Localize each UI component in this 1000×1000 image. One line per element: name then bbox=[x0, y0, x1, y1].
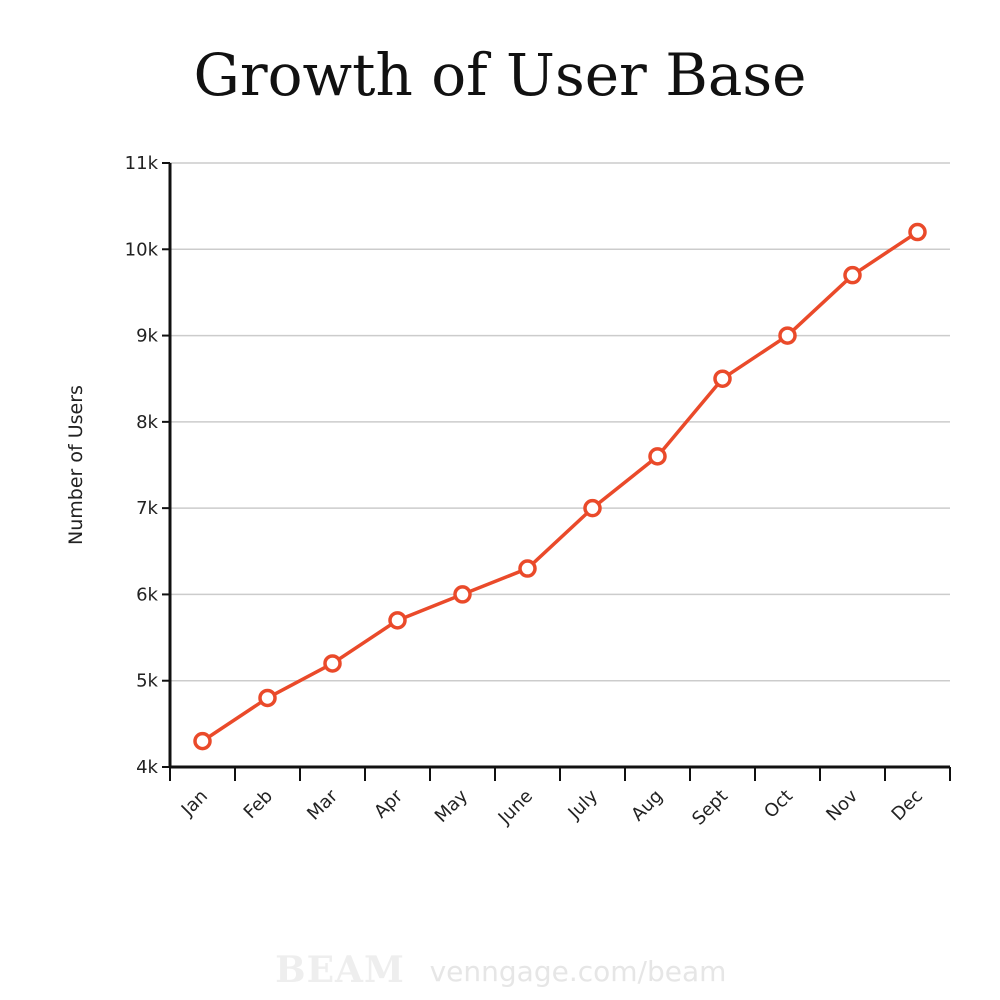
watermark-url: venngage.com/beam bbox=[430, 955, 727, 988]
watermark-logo: BEAM bbox=[275, 949, 405, 991]
data-point-aug bbox=[648, 447, 667, 466]
x-tick-label: June bbox=[494, 786, 537, 829]
y-axis-label: Number of Users bbox=[65, 385, 87, 545]
y-tick-label: 11k bbox=[125, 153, 159, 174]
y-tick-label: 10k bbox=[125, 239, 159, 260]
series-line bbox=[201, 230, 919, 743]
x-tick-label: Mar bbox=[303, 785, 342, 824]
data-point-dec bbox=[908, 222, 927, 242]
data-point-oct bbox=[778, 326, 797, 345]
data-point-june bbox=[518, 559, 537, 578]
data-point-may bbox=[453, 585, 472, 604]
y-tick-label: 7k bbox=[136, 498, 158, 519]
chart-title: Growth of User Base bbox=[194, 41, 807, 109]
series-users bbox=[193, 222, 927, 751]
x-tick-label: July bbox=[564, 785, 603, 824]
y-tick-label: 6k bbox=[136, 584, 158, 605]
y-tick-label: 4k bbox=[136, 757, 158, 778]
x-tick-label: Sept bbox=[688, 786, 732, 830]
data-point-nov bbox=[843, 265, 862, 285]
data-point-july bbox=[583, 498, 602, 518]
x-tick-label: Feb bbox=[240, 786, 277, 823]
x-tick-label: Jan bbox=[177, 786, 212, 821]
x-tick-label: May bbox=[431, 785, 472, 826]
x-tick-label: Apr bbox=[370, 785, 407, 822]
data-point-mar bbox=[323, 654, 342, 673]
x-tick-label: Oct bbox=[760, 786, 797, 823]
x-axis-ticks: Jan Feb Mar Apr May June July Aug Sept Oct Nov Dec bbox=[169, 767, 951, 830]
gridlines bbox=[170, 162, 950, 682]
x-tick-label: Nov bbox=[822, 785, 862, 825]
x-tick-label: Aug bbox=[627, 786, 667, 826]
x-tick-label: Dec bbox=[888, 786, 927, 825]
data-point-jan bbox=[193, 731, 212, 751]
y-tick-label: 8k bbox=[136, 412, 158, 433]
data-point-sept bbox=[713, 369, 732, 388]
y-axis-ticks: 4k 5k 6k 7k 8k 9k 10k 11k bbox=[125, 153, 170, 778]
y-tick-label: 5k bbox=[136, 671, 158, 692]
y-tick-label: 9k bbox=[136, 326, 158, 347]
data-point-feb bbox=[258, 688, 277, 708]
data-point-apr bbox=[388, 611, 407, 630]
